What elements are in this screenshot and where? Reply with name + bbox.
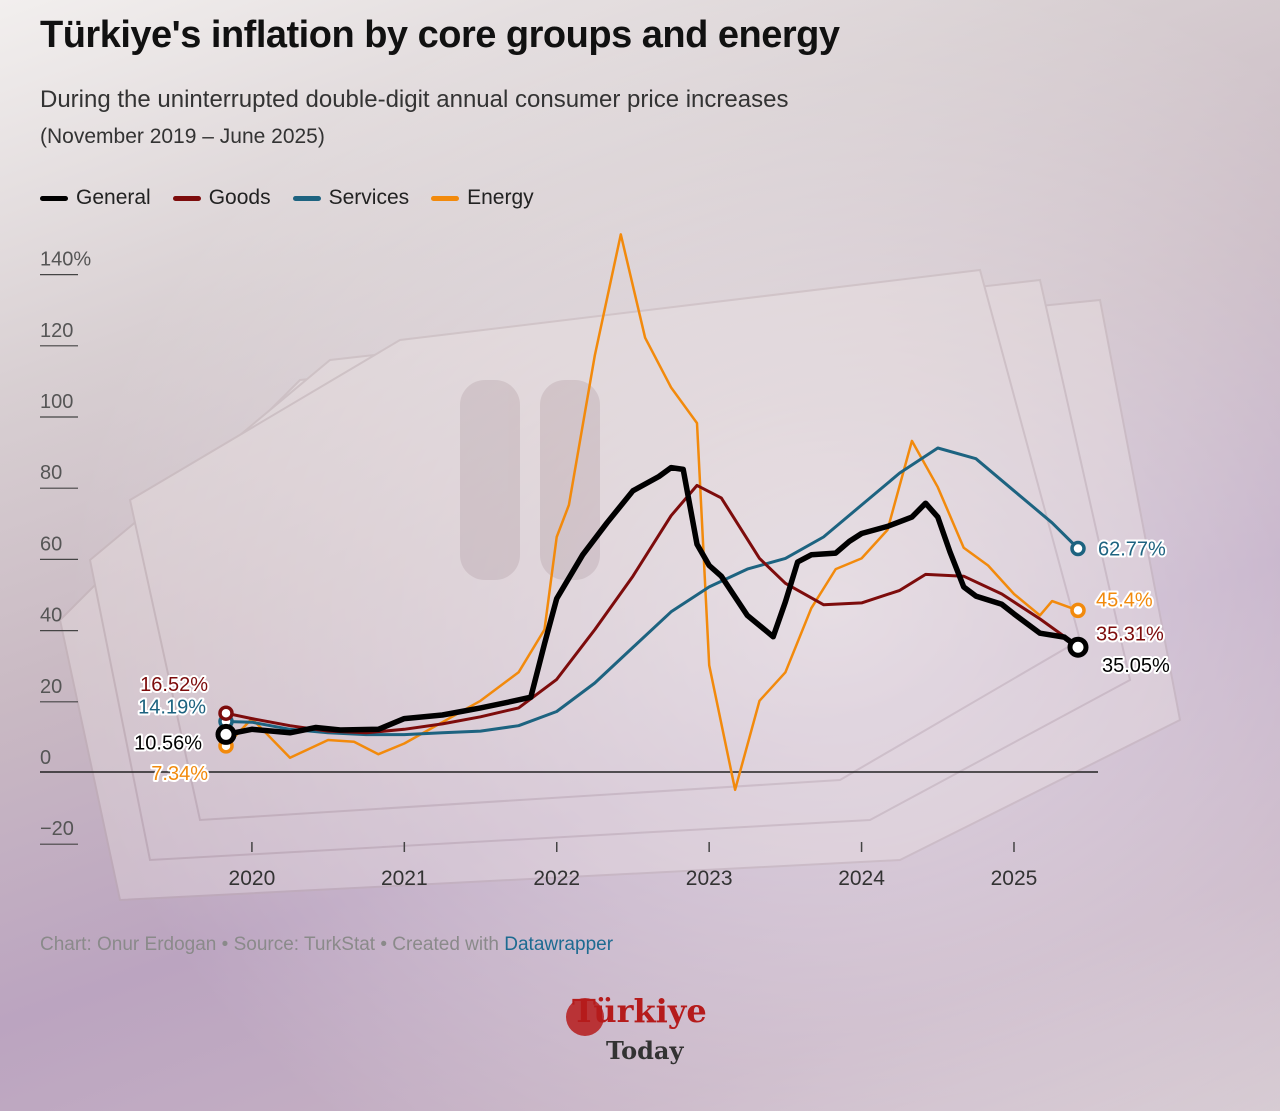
x-tick-label: 2025 xyxy=(991,867,1038,890)
series-line-energy xyxy=(224,233,1080,792)
x-tick-label: 2024 xyxy=(838,867,885,890)
series-marker-goods-start xyxy=(218,705,234,721)
legend-swatch-goods xyxy=(172,195,201,201)
x-tick-label: 2022 xyxy=(533,867,580,890)
series-marker-general-end xyxy=(1067,636,1089,658)
series-lines xyxy=(223,233,1081,792)
y-tick-label: 140% xyxy=(40,249,91,271)
footer-credit: Chart: Onur Erdogan • Source: TurkStat •… xyxy=(40,934,505,955)
y-tick-label: 80 xyxy=(40,462,62,484)
series-labels: 10.56% 35.05% 16.52% 35.31% 14.19% 62.77% 7.34… xyxy=(132,537,1172,787)
x-tick-label: 2023 xyxy=(686,867,733,890)
series-label-general-start: 10.56% xyxy=(134,732,202,754)
legend-swatch-general xyxy=(40,195,68,201)
series-label-services-end: 62.77% xyxy=(1098,539,1166,561)
y-tick-label: 100 xyxy=(40,391,73,413)
chart-footer: Chart: Onur Erdogan • Source: TurkStat •… xyxy=(40,934,613,956)
y-tick-label: 60 xyxy=(40,533,62,555)
series-marker-general-start xyxy=(215,723,237,745)
series-label-goods-end: 35.31% xyxy=(1096,623,1164,645)
series-line-goods xyxy=(224,483,1080,735)
chart-date-range: (November 2019 – June 2025) xyxy=(40,125,325,148)
legend-item-general: General xyxy=(40,186,151,210)
legend-swatch-services xyxy=(292,195,321,201)
legend-item-goods: Goods xyxy=(172,186,271,210)
series-markers xyxy=(215,540,1089,754)
x-tick-label: 2020 xyxy=(229,867,276,890)
legend-item-services: Services xyxy=(292,186,410,210)
turkiye-today-logo: Türkiye Today xyxy=(562,992,722,1072)
series-marker-services-end xyxy=(1070,540,1086,557)
legend-label-goods: Goods xyxy=(208,186,271,209)
page-title: Türkiye's inflation by core groups and e… xyxy=(40,14,840,56)
series-label-energy-end: 45.4% xyxy=(1096,589,1153,611)
series-line-services xyxy=(224,446,1080,737)
logo-line1: Türkiye xyxy=(572,992,707,1030)
x-tick-label: 2021 xyxy=(381,867,428,890)
series-label-general-end: 35.05% xyxy=(1102,655,1170,677)
chart-legend: General Goods Services Energy xyxy=(40,186,534,210)
legend-swatch-energy xyxy=(431,195,460,201)
logo-line2: Today xyxy=(606,1036,684,1065)
datawrapper-link[interactable]: Datawrapper xyxy=(504,934,614,955)
y-tick-label: 40 xyxy=(40,605,62,627)
series-line-general xyxy=(223,464,1081,738)
legend-label-general: General xyxy=(76,186,151,209)
x-axis: 2020 2021 2022 2023 2024 2025 xyxy=(229,842,1038,890)
y-tick-label: 120 xyxy=(40,320,73,342)
series-label-goods-start: 16.52% xyxy=(140,674,208,696)
legend-item-energy: Energy xyxy=(431,186,534,210)
y-axis: 140% 120 100 80 60 40 20 0 −20 xyxy=(40,249,1098,845)
series-marker-energy-end xyxy=(1070,602,1086,619)
series-label-services-start: 14.19% xyxy=(138,696,206,718)
logo-circle-icon xyxy=(566,998,604,1036)
series-label-energy-start: 7.34% xyxy=(151,763,208,785)
chart-subtitle: During the uninterrupted double-digit an… xyxy=(40,86,789,113)
y-tick-label: 20 xyxy=(40,676,62,698)
legend-label-services: Services xyxy=(328,186,410,209)
legend-label-energy: Energy xyxy=(467,186,534,209)
y-tick-label: −20 xyxy=(40,818,74,840)
y-tick-label: 0 xyxy=(40,747,51,769)
